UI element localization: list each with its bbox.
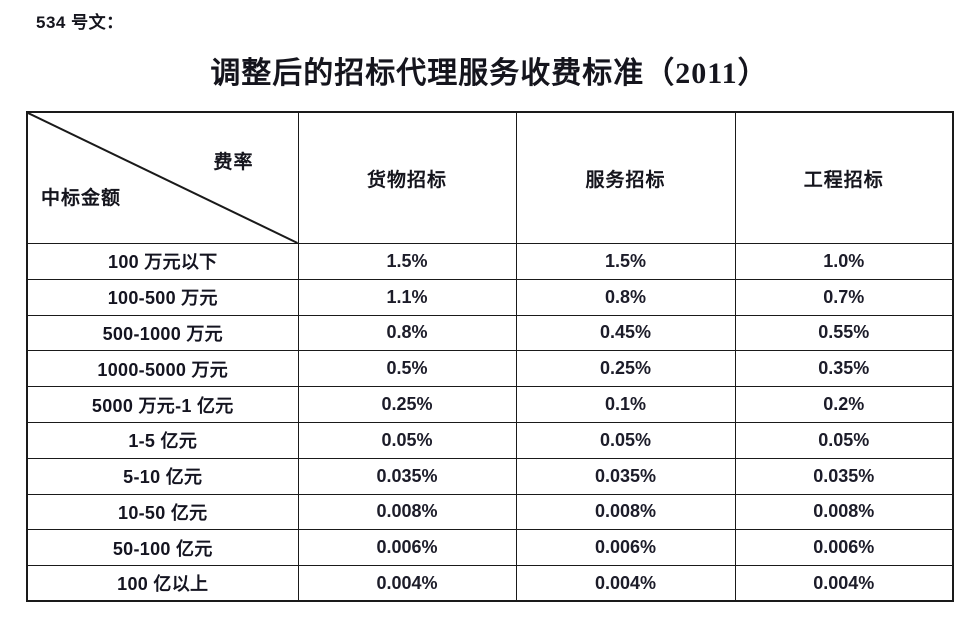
fee-value: 1.0%: [734, 243, 954, 280]
fee-value: 0.25%: [515, 350, 736, 388]
fee-value: 0.035%: [297, 457, 517, 495]
fee-value: 0.008%: [515, 493, 736, 531]
fee-value: 0.008%: [297, 493, 517, 531]
diagonal-divider-line: [28, 113, 298, 243]
page-title: 调整后的招标代理服务收费标准（2011）: [210, 57, 769, 90]
table-row: 500-1000 万元 0.8% 0.45% 0.55%: [26, 314, 954, 352]
fee-value: 0.55%: [734, 314, 954, 352]
fee-value: 0.004%: [515, 565, 736, 602]
fee-value: 1.1%: [297, 278, 517, 316]
fee-value: 0.004%: [297, 565, 517, 602]
table-row: 100-500 万元 1.1% 0.8% 0.7%: [26, 278, 954, 316]
fee-value: 0.006%: [515, 529, 736, 567]
column-header-service-bidding: 服务招标: [515, 111, 736, 244]
fee-value: 0.035%: [734, 457, 954, 495]
row-label: 1-5 亿元: [26, 421, 299, 459]
table-row: 10-50 亿元 0.008% 0.008% 0.008%: [26, 493, 954, 531]
corner-label-fee-rate: 费率: [213, 152, 254, 173]
fee-value: 0.006%: [297, 529, 517, 567]
row-label: 100-500 万元: [26, 278, 299, 316]
fee-value: 1.5%: [515, 243, 736, 280]
row-label: 5000 万元-1 亿元: [26, 386, 299, 423]
fee-value: 0.05%: [297, 421, 517, 459]
fee-value: 0.004%: [734, 565, 954, 602]
table-row: 5000 万元-1 亿元 0.25% 0.1% 0.2%: [26, 386, 954, 423]
fee-value: 0.8%: [297, 314, 517, 352]
fee-value: 0.008%: [734, 493, 954, 531]
row-label: 500-1000 万元: [26, 314, 299, 352]
fee-value: 0.006%: [734, 529, 954, 567]
table-row: 50-100 亿元 0.006% 0.006% 0.006%: [26, 529, 954, 567]
fee-rate-table: 费率 中标金额 货物招标 服务招标 工程招标 100 万元以下 1.5% 1.5…: [26, 111, 954, 603]
fee-value: 0.45%: [515, 314, 736, 352]
row-label: 100 亿以上: [26, 565, 299, 602]
fee-value: 0.5%: [297, 350, 517, 388]
column-header-engineering-bidding: 工程招标: [734, 111, 954, 244]
table-row: 100 万元以下 1.5% 1.5% 1.0%: [26, 243, 954, 280]
row-label: 10-50 亿元: [26, 493, 299, 531]
fee-value: 0.35%: [734, 350, 954, 388]
table-row: 100 亿以上 0.004% 0.004% 0.004%: [26, 565, 954, 602]
corner-label-bid-amount: 中标金额: [41, 188, 122, 209]
fee-value: 0.25%: [297, 386, 517, 423]
table-row: 1000-5000 万元 0.5% 0.25% 0.35%: [26, 350, 954, 388]
table-row: 1-5 亿元 0.05% 0.05% 0.05%: [26, 421, 954, 459]
row-label: 5-10 亿元: [26, 457, 299, 495]
doc-number-label: 534 号文：: [36, 13, 124, 32]
row-label: 50-100 亿元: [26, 529, 299, 567]
row-label: 100 万元以下: [26, 243, 299, 280]
column-header-goods-bidding: 货物招标: [297, 111, 517, 244]
table-header-row: 费率 中标金额 货物招标 服务招标 工程招标: [26, 111, 954, 244]
fee-value: 0.7%: [734, 278, 954, 316]
fee-value: 0.1%: [515, 386, 736, 423]
row-label: 1000-5000 万元: [26, 350, 299, 388]
fee-value: 1.5%: [297, 243, 517, 280]
corner-cell: 费率 中标金额: [26, 111, 299, 244]
fee-value: 0.05%: [515, 421, 736, 459]
fee-value: 0.05%: [734, 421, 954, 459]
fee-value: 0.8%: [515, 278, 736, 316]
corner-cell-content: 费率 中标金额: [28, 113, 298, 243]
fee-value: 0.035%: [515, 457, 736, 495]
table-row: 5-10 亿元 0.035% 0.035% 0.035%: [26, 457, 954, 495]
fee-value: 0.2%: [734, 386, 954, 423]
